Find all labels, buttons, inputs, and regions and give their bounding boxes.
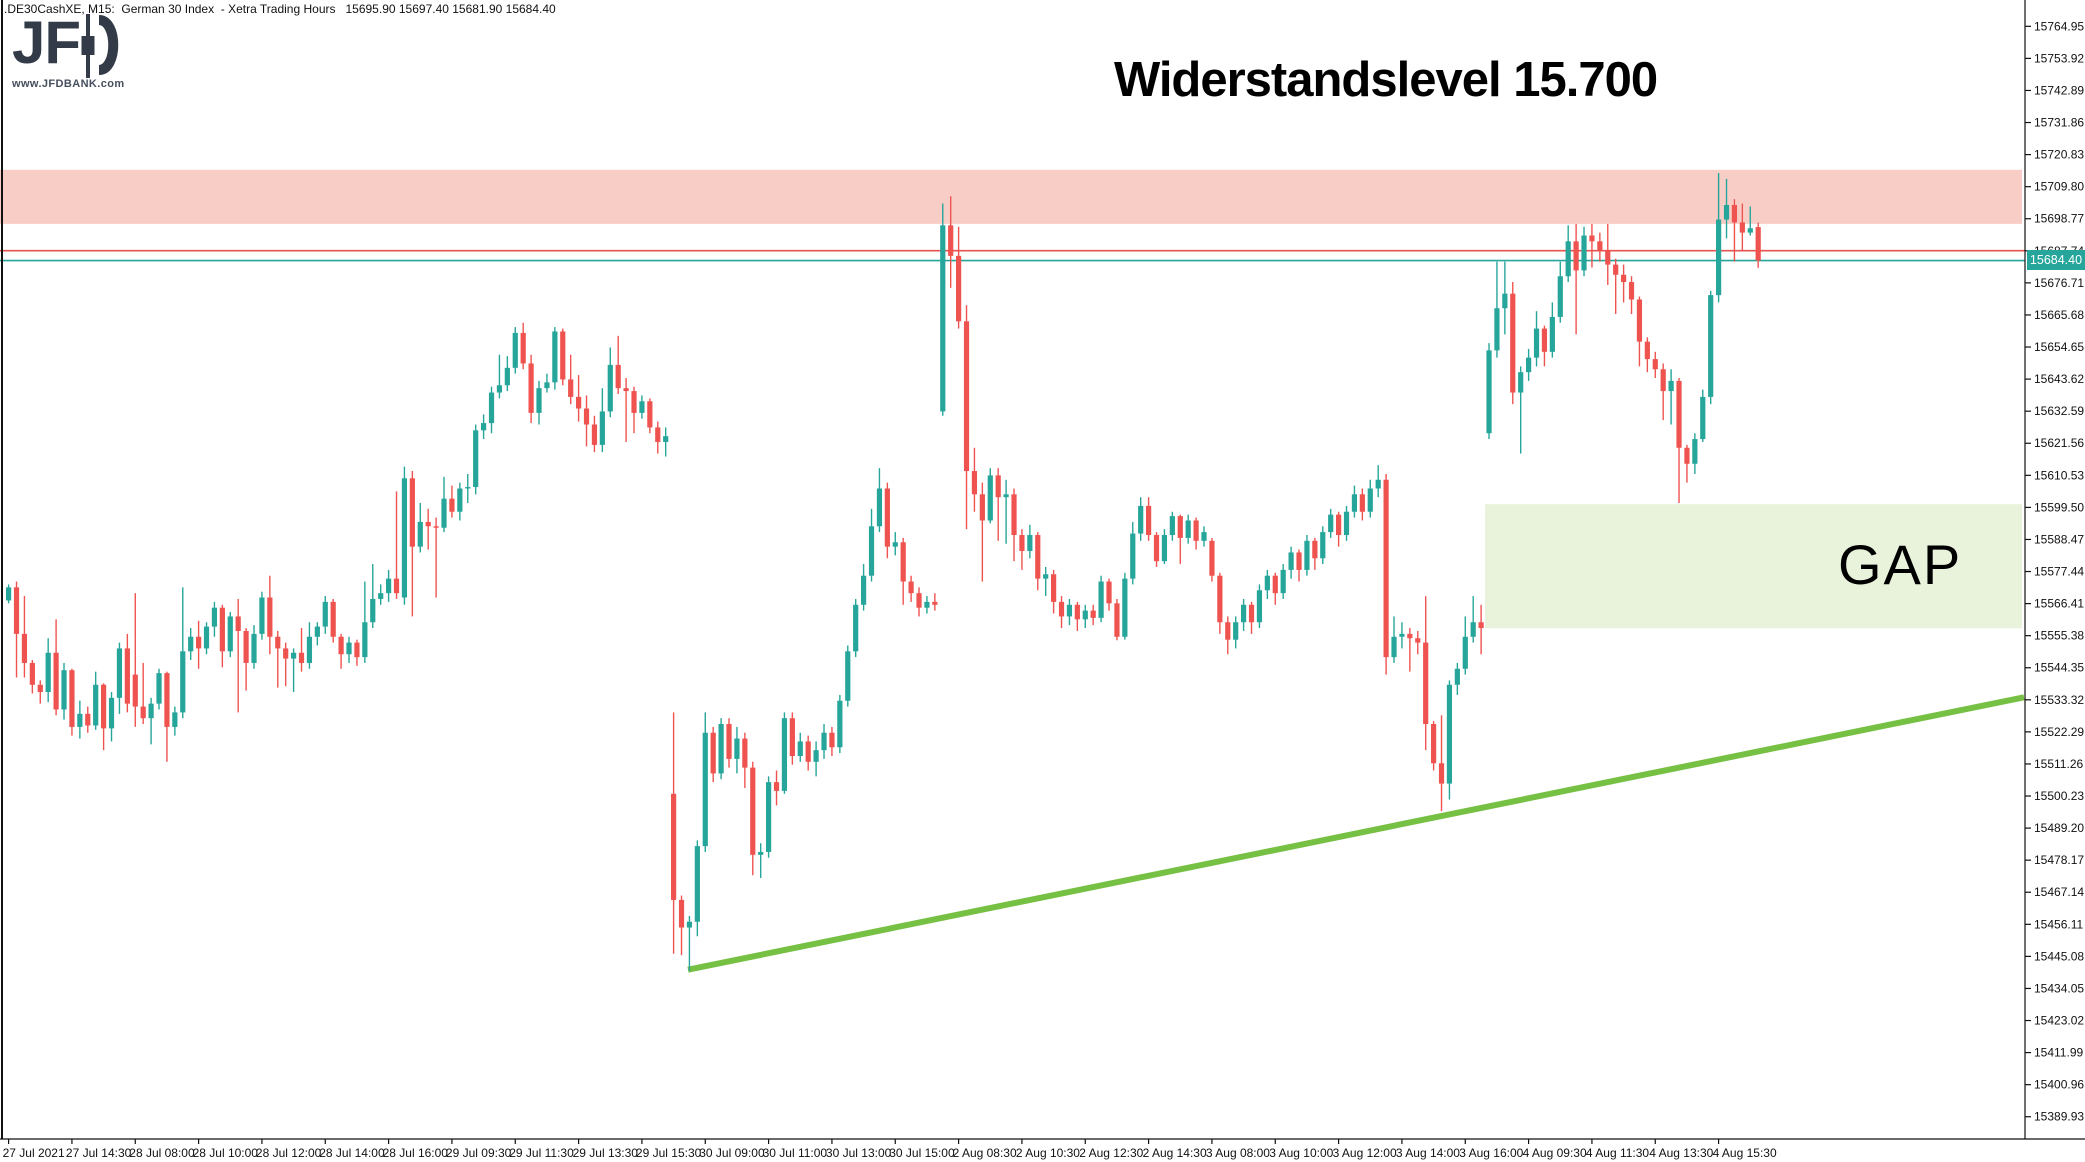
price-axis-label: 15522.29 [2034, 725, 2084, 739]
time-axis-label: 29 Jul 09:30 [446, 1146, 512, 1160]
price-axis-label: 15621.56 [2034, 436, 2084, 450]
time-axis-label: 4 Aug 11:30 [1586, 1146, 1649, 1160]
time-axis-label: 2 Aug 14:30 [1143, 1146, 1207, 1160]
price-axis-label: 15720.83 [2034, 148, 2084, 162]
price-axis-label: 15434.05 [2034, 981, 2084, 995]
price-axis-label: 15665.68 [2034, 308, 2084, 322]
time-axis-label: 4 Aug 15:30 [1713, 1146, 1777, 1160]
time-axis-label: 4 Aug 13:30 [1649, 1146, 1713, 1160]
price-axis-label: 15764.95 [2034, 19, 2084, 33]
price-axis-label: 15654.65 [2034, 340, 2084, 354]
jfd-logo: JF www.JFDBANK.com [12, 9, 125, 91]
time-axis-label: 28 Jul 16:00 [383, 1146, 449, 1160]
time-axis-label: 30 Jul 15:00 [889, 1146, 955, 1160]
price-axis-label: 15511.26 [2034, 757, 2083, 771]
price-axis-label: 15400.96 [2034, 1078, 2084, 1092]
time-axis-label: 30 Jul 11:00 [763, 1146, 828, 1160]
price-axis-label: 15489.20 [2034, 821, 2084, 835]
price-axis-label: 15456.11 [2034, 917, 2083, 931]
support-trendline[interactable] [687, 694, 2025, 973]
time-axis-label: 3 Aug 08:00 [1206, 1146, 1270, 1160]
time-axis-label: 27 Jul 14:30 [66, 1146, 132, 1160]
price-axis-label: 15588.47 [2034, 532, 2084, 546]
price-axis-label: 15753.92 [2034, 51, 2084, 65]
chart-title: Widerstandslevel 15.700 [1114, 53, 1658, 107]
price-axis-label: 15389.93 [2034, 1110, 2084, 1124]
time-axis-label: 28 Jul 10:00 [193, 1146, 259, 1160]
time-axis-label: 3 Aug 16:00 [1459, 1146, 1523, 1160]
time-axis-label: 27 Jul 2021 [3, 1146, 65, 1160]
price-axis-label: 15577.44 [2034, 565, 2084, 579]
price-axis-label: 15731.86 [2034, 116, 2084, 130]
price-axis-label: 15599.50 [2034, 500, 2084, 514]
time-axis-label: 29 Jul 11:30 [509, 1146, 574, 1160]
time-axis-label: 2 Aug 10:30 [1016, 1146, 1080, 1160]
time-axis-label: 2 Aug 12:30 [1079, 1146, 1143, 1160]
symbol-header: .DE30CashXE, M15: German 30 Index - Xetr… [4, 2, 556, 16]
gap-zone-label: GAP [1838, 533, 1963, 596]
price-axis-label: 15709.80 [2034, 180, 2084, 194]
price-axis-label: 15544.35 [2034, 661, 2084, 675]
price-axis-label: 15632.59 [2034, 404, 2084, 418]
logo-text: JF [12, 9, 81, 76]
candlestick-series[interactable] [6, 173, 1761, 972]
price-axis-label: 15533.32 [2034, 693, 2084, 707]
price-axis-label: 15676.71 [2034, 276, 2084, 290]
time-axis-label: 3 Aug 14:00 [1396, 1146, 1460, 1160]
price-axis-label: 15423.02 [2034, 1014, 2084, 1028]
logo-subtext: www.JFDBANK.com [12, 78, 125, 90]
time-axis-label: 29 Jul 15:30 [636, 1146, 702, 1160]
price-axis-label: 15643.62 [2034, 372, 2084, 386]
time-axis-label: 28 Jul 08:00 [129, 1146, 195, 1160]
time-axis-label: 28 Jul 14:00 [319, 1146, 385, 1160]
price-axis-label: 15742.89 [2034, 83, 2084, 97]
time-axis-label: 2 Aug 08:30 [953, 1146, 1017, 1160]
time-axis-label: 3 Aug 12:00 [1333, 1146, 1397, 1160]
price-axis-label: 15566.41 [2034, 597, 2084, 611]
time-axis-label: 30 Jul 09:00 [699, 1146, 765, 1160]
price-axis-label: 15610.53 [2034, 468, 2084, 482]
time-axis-label: 4 Aug 09:30 [1523, 1146, 1587, 1160]
time-axis-label: 3 Aug 10:00 [1269, 1146, 1333, 1160]
current-price-badge: 15684.40 [2027, 250, 2085, 270]
time-axis-label: 29 Jul 13:30 [573, 1146, 639, 1160]
price-axis-label: 15500.23 [2034, 789, 2084, 803]
gap-zone[interactable] [1485, 504, 2022, 629]
logo-candle-icon [80, 14, 120, 83]
time-axis-label: 28 Jul 12:00 [256, 1146, 322, 1160]
price-axis-label: 15467.14 [2034, 885, 2084, 899]
price-axis-label: 15445.08 [2034, 949, 2084, 963]
price-axis-label: 15698.77 [2034, 212, 2084, 226]
price-axis-label: 15555.38 [2034, 629, 2084, 643]
price-axis-label: 15478.17 [2034, 853, 2084, 867]
resistance-zone[interactable] [0, 169, 2022, 224]
price-axis-label: 15411.99 [2034, 1046, 2083, 1060]
time-axis-label: 30 Jul 13:00 [826, 1146, 892, 1160]
